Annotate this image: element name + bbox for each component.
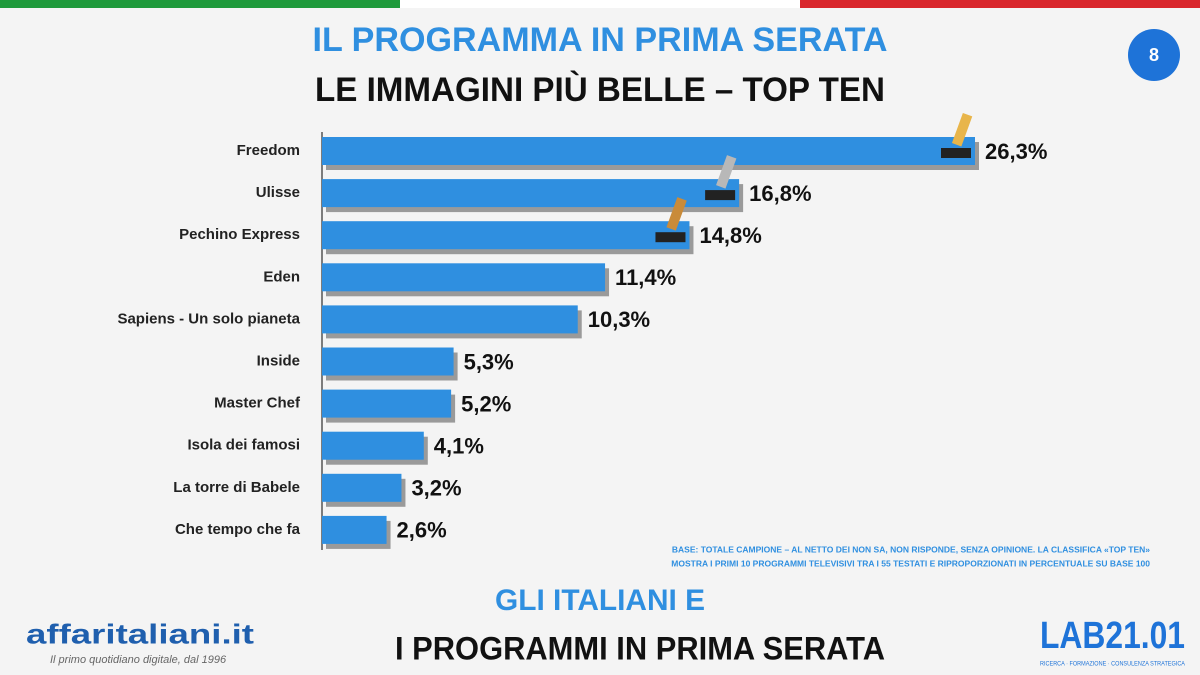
flag-white [400,0,800,8]
value-label: 26,3% [985,139,1047,164]
value-label: 4,1% [434,434,484,459]
bar [322,515,387,544]
category-label: Master Chef [214,395,301,412]
bar [322,431,424,460]
category-label: La torre di Babele [173,479,300,496]
bar [322,305,578,334]
right-tagline: RICERCA · FORMAZIONE · CONSULENZA STRATE… [1040,662,1185,668]
footer-line1: GLI ITALIANI E [495,584,705,617]
right-logo: LAB21.01 [1040,615,1185,657]
left-logo: affaritaliani.it [26,618,254,649]
value-label: 14,8% [699,223,761,248]
trophy-cup [951,112,973,147]
category-label: Inside [257,352,300,369]
value-label: 5,2% [461,391,511,416]
trophy-cup [716,155,737,189]
value-label: 2,6% [397,518,447,543]
trophy-cup [666,197,687,231]
note: BASE: TOTALE CAMPIONE – AL NETTO DEI NON… [672,544,1150,554]
value-label: 3,2% [411,476,461,501]
category-label: Sapiens - Un solo pianeta [117,310,300,327]
page-number: 8 [1149,45,1159,65]
category-label: Che tempo che fa [175,521,301,538]
category-label: Freedom [237,142,300,159]
bar [322,473,402,502]
category-label: Isola dei famosi [187,437,300,454]
footer-line2: I PROGRAMMI IN PRIMA SERATA [395,630,885,666]
flag-green [0,0,400,8]
value-label: 16,8% [749,181,811,206]
bar [322,389,452,418]
value-label: 10,3% [588,307,650,332]
category-label: Ulisse [256,184,300,201]
trophy-base [655,232,686,243]
flag-red [800,0,1200,8]
value-label: 11,4% [615,265,676,290]
bar [322,221,690,250]
note: MOSTRA I PRIMI 10 PROGRAMMI TELEVISIVI T… [671,558,1150,568]
bar [322,347,454,376]
value-label: 5,3% [464,349,514,374]
chart-subtitle: LE IMMAGINI PIÙ BELLE – TOP TEN [315,71,885,109]
bar [322,263,606,292]
left-tagline: Il primo quotidiano digitale, dal 1996 [50,654,227,666]
trophy-base [941,148,971,158]
bar [322,179,740,208]
page-badge [1128,29,1180,81]
chart-title: IL PROGRAMMA IN PRIMA SERATA [313,21,888,59]
category-label: Pechino Express [179,226,300,243]
trophy-base [705,190,736,201]
category-label: Eden [263,268,300,285]
bar [322,137,975,165]
